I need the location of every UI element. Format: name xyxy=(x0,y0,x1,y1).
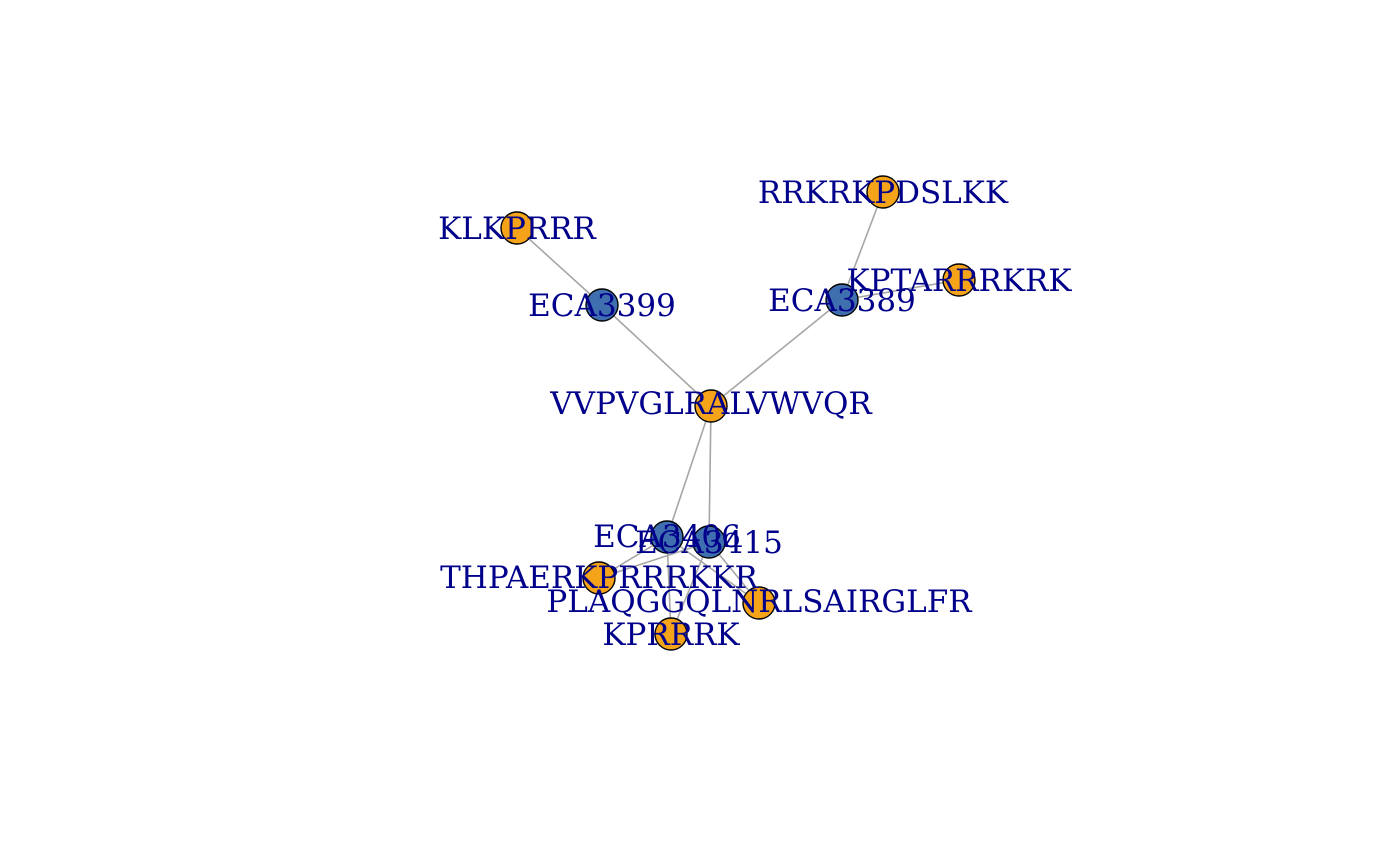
edge-eca3415-thpaerkprrrkkr xyxy=(598,541,710,579)
node-label-kptarrrkrk: KPTARRRKRK xyxy=(846,263,1072,299)
node-label-eca3389: ECA3389 xyxy=(768,283,916,319)
node-label-eca3399: ECA3399 xyxy=(528,288,676,324)
edge-vvpvglralvwvqr-eca3415 xyxy=(708,405,712,543)
edge-rrkrkpdslkk-eca3389 xyxy=(841,191,884,301)
node-klkprrr[interactable] xyxy=(500,211,534,245)
node-layer xyxy=(500,175,976,651)
node-rrkrkpdslkk[interactable] xyxy=(866,175,900,209)
node-label-vvpvglralvwvqr: VVPVGLRALVWVQR xyxy=(549,386,873,422)
node-vvpvglralvwvqr[interactable] xyxy=(694,389,728,423)
edge-eca3389-kptarrrkrk xyxy=(841,279,960,301)
node-eca3415[interactable] xyxy=(692,525,726,559)
node-kprrrk[interactable] xyxy=(654,617,688,651)
edge-eca3389-vvpvglralvwvqr xyxy=(710,299,843,407)
edge-vvpvglralvwvqr-eca3406 xyxy=(666,405,712,538)
node-label-eca3415: ECA3415 xyxy=(635,525,783,561)
node-label-rrkrkpdslkk: RRKRKPDSLKK xyxy=(758,175,1009,211)
node-label-thpaerkprrrkkr: THPAERKPRRRKKR xyxy=(440,560,759,596)
node-plaqggqlnrlsairglfr[interactable] xyxy=(742,586,776,620)
edge-klkprrr-eca3399 xyxy=(516,227,603,306)
node-thpaerkprrrkkr[interactable] xyxy=(582,561,616,595)
node-label-plaqggqlnrlsairglfr: PLAQGGQLNRLSAIRGLFR xyxy=(546,584,973,620)
node-eca3389[interactable] xyxy=(825,283,859,317)
node-eca3406[interactable] xyxy=(650,520,684,554)
edge-eca3406-plaqggqlnrlsairglfr xyxy=(666,536,760,604)
node-kptarrrkrk[interactable] xyxy=(942,263,976,297)
node-label-kprrrk: KPRRRK xyxy=(602,617,740,653)
node-label-klkprrr: KLKPRRR xyxy=(438,211,597,247)
node-label-eca3406: ECA3406 xyxy=(593,519,741,555)
edge-eca3399-vvpvglralvwvqr xyxy=(601,304,712,407)
label-layer: VVPVGLRALVWVQR ECA3399 ECA3389 KLKPRRR RRKRK… xyxy=(438,175,1072,653)
node-eca3399[interactable] xyxy=(585,288,619,322)
